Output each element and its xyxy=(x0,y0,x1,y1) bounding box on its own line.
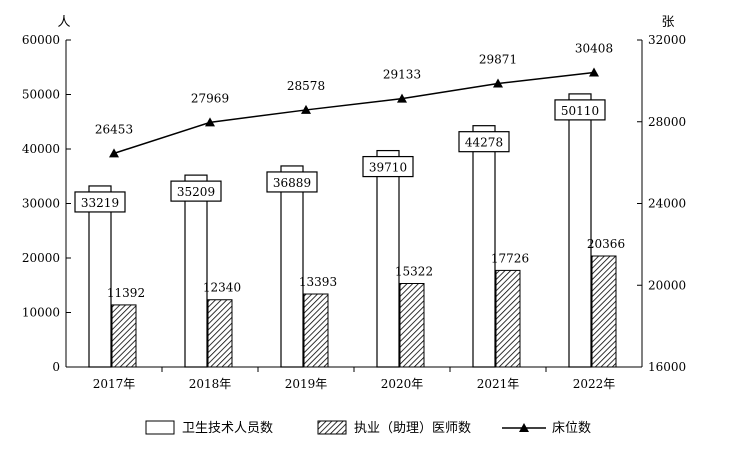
legend-swatch-health-technicians xyxy=(145,420,175,435)
bar-practicing-physicians-label: 15322 xyxy=(395,264,433,278)
bar-health-technicians-label-box xyxy=(554,99,606,121)
bar-health-technicians xyxy=(184,174,208,368)
legend-label-health-technicians: 卫生技术人员数 xyxy=(182,421,273,436)
bar-practicing-physicians xyxy=(303,293,329,368)
bar-health-technicians-label-box xyxy=(170,180,222,202)
bar-health-technicians xyxy=(472,125,496,368)
y-left-tick-label: 30000 xyxy=(22,197,60,211)
y-right-tick-label: 32000 xyxy=(648,33,686,47)
bar-practicing-physicians-label: 12340 xyxy=(203,281,241,295)
line-beds-label: 28578 xyxy=(287,79,325,93)
y-right-tick-label: 24000 xyxy=(648,197,686,211)
bar-practicing-physicians-label: 11392 xyxy=(107,286,145,300)
y-left-tick-label: 0 xyxy=(52,360,60,374)
bar-health-technicians-label: 33219 xyxy=(81,196,119,210)
bar-health-technicians-label-box xyxy=(458,131,510,153)
bar-health-technicians-label: 39710 xyxy=(369,161,407,175)
legend-label-practicing-physicians: 执业（助理）医师数 xyxy=(354,421,471,436)
bar-practicing-physicians xyxy=(111,304,137,368)
line-beds xyxy=(113,71,595,155)
y-right-tick-label: 20000 xyxy=(648,278,686,292)
y-left-tick-label: 40000 xyxy=(22,142,60,156)
bar-practicing-physicians xyxy=(399,282,425,368)
x-tick-label: 2017年 xyxy=(93,377,136,391)
bar-practicing-physicians-label: 13393 xyxy=(299,275,337,289)
bar-practicing-physicians-label: 20366 xyxy=(587,237,625,251)
line-beds-marker xyxy=(493,78,503,88)
legend-swatch-practicing-physicians xyxy=(317,420,347,435)
legend-swatch-beds-marker xyxy=(519,423,529,432)
line-beds-label: 29133 xyxy=(383,68,421,82)
x-tick-label: 2022年 xyxy=(573,377,616,391)
x-tick-label: 2019年 xyxy=(285,377,328,391)
bar-practicing-physicians xyxy=(591,255,617,368)
y-left-tick-label: 50000 xyxy=(22,88,60,102)
line-beds-marker xyxy=(301,104,311,114)
bar-health-technicians-label: 50110 xyxy=(561,104,599,118)
bar-practicing-physicians-label: 17726 xyxy=(491,251,529,265)
bar-health-technicians xyxy=(88,185,112,368)
plot-area: 0 10000 20000 30000 40000 50000 60000 16000 2000… xyxy=(22,15,686,391)
y-left-unit: 人 xyxy=(57,15,70,30)
bar-practicing-physicians xyxy=(207,299,233,368)
bar-practicing-physicians xyxy=(495,269,521,368)
legend: 卫生技术人员数 执业（助理）医师数 床位数 xyxy=(145,420,591,436)
line-beds-marker xyxy=(397,93,407,103)
x-tick-label: 2018年 xyxy=(189,377,232,391)
legend-label-beds: 床位数 xyxy=(552,421,591,436)
bar-health-technicians-label: 35209 xyxy=(177,185,215,199)
y-right-tick-label: 16000 xyxy=(648,360,686,374)
line-beds-marker xyxy=(205,117,215,127)
line-beds-label: 27969 xyxy=(191,91,229,105)
y-right-tick-label: 28000 xyxy=(648,115,686,129)
bar-health-technicians-label: 36889 xyxy=(273,176,311,190)
line-beds-label: 30408 xyxy=(575,42,613,56)
x-tick-label: 2020年 xyxy=(381,377,424,391)
y-left-tick-label: 60000 xyxy=(22,33,60,47)
bar-health-technicians-label-box xyxy=(362,155,414,178)
y-left-tick-label: 10000 xyxy=(22,306,60,320)
x-tick-label: 2021年 xyxy=(477,377,520,391)
bar-health-technicians-label-box xyxy=(266,171,318,193)
y-left-tick-label: 20000 xyxy=(22,251,60,265)
bar-health-technicians-label-box xyxy=(74,191,126,213)
line-beds-marker xyxy=(589,67,599,77)
bar-health-technicians-label: 44278 xyxy=(465,136,503,150)
y-right-unit: 张 xyxy=(661,15,674,30)
bar-health-technicians xyxy=(568,93,592,368)
bar-health-technicians xyxy=(376,149,400,368)
bar-health-technicians xyxy=(280,165,304,368)
line-beds-marker xyxy=(109,148,119,158)
line-beds-label: 29871 xyxy=(479,53,517,67)
line-beds-label: 26453 xyxy=(95,122,133,136)
